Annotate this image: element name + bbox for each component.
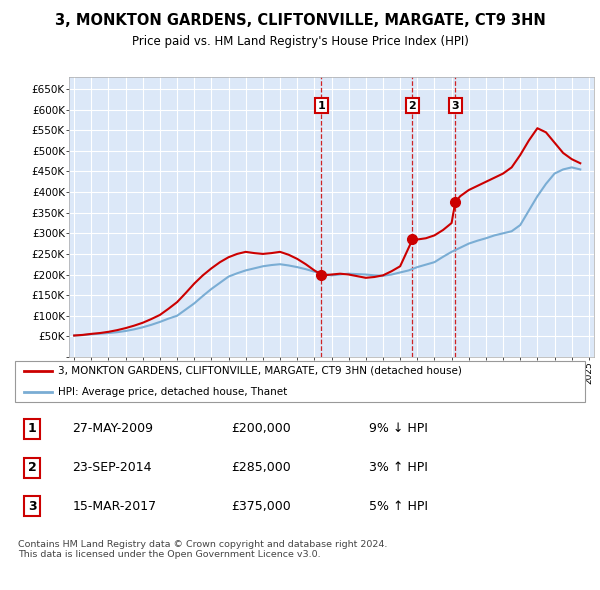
Text: 3, MONKTON GARDENS, CLIFTONVILLE, MARGATE, CT9 3HN: 3, MONKTON GARDENS, CLIFTONVILLE, MARGAT… <box>55 13 545 28</box>
Text: £375,000: £375,000 <box>231 500 290 513</box>
Text: 1: 1 <box>28 422 37 435</box>
Text: Contains HM Land Registry data © Crown copyright and database right 2024.
This d: Contains HM Land Registry data © Crown c… <box>18 540 387 559</box>
FancyBboxPatch shape <box>15 361 585 402</box>
Text: 3: 3 <box>451 100 459 110</box>
Text: £200,000: £200,000 <box>231 422 290 435</box>
Text: 2: 2 <box>28 461 37 474</box>
Text: 3, MONKTON GARDENS, CLIFTONVILLE, MARGATE, CT9 3HN (detached house): 3, MONKTON GARDENS, CLIFTONVILLE, MARGAT… <box>58 366 462 375</box>
Text: 2: 2 <box>409 100 416 110</box>
Text: Price paid vs. HM Land Registry's House Price Index (HPI): Price paid vs. HM Land Registry's House … <box>131 35 469 48</box>
Text: 3% ↑ HPI: 3% ↑ HPI <box>369 461 428 474</box>
Text: 15-MAR-2017: 15-MAR-2017 <box>73 500 157 513</box>
Text: 23-SEP-2014: 23-SEP-2014 <box>73 461 152 474</box>
Text: £285,000: £285,000 <box>231 461 290 474</box>
Text: 9% ↓ HPI: 9% ↓ HPI <box>369 422 428 435</box>
Text: 27-MAY-2009: 27-MAY-2009 <box>73 422 154 435</box>
Text: 5% ↑ HPI: 5% ↑ HPI <box>369 500 428 513</box>
Text: 1: 1 <box>317 100 325 110</box>
Text: HPI: Average price, detached house, Thanet: HPI: Average price, detached house, Than… <box>58 387 287 396</box>
Text: 3: 3 <box>28 500 37 513</box>
